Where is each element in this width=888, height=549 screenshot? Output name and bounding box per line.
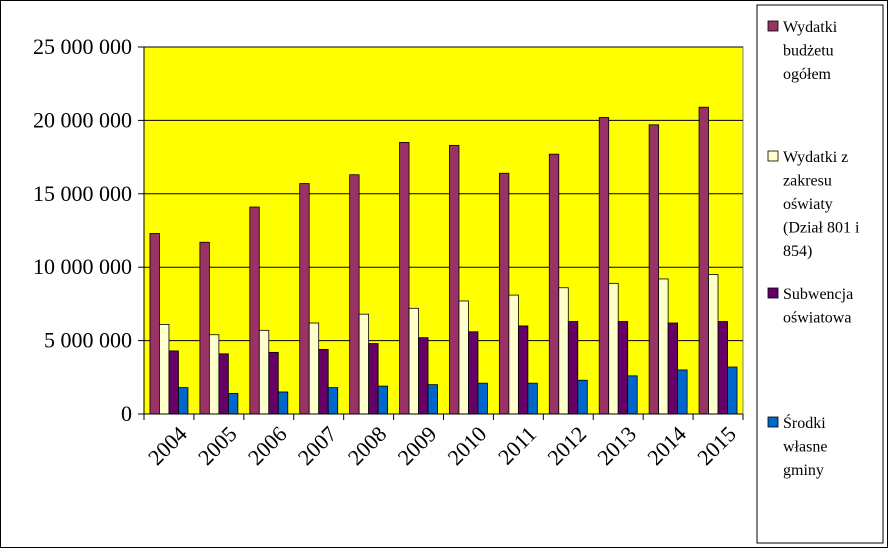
x-tick-label: 2007 <box>293 421 342 470</box>
x-tick-label: 2008 <box>343 421 392 470</box>
legend-swatch <box>767 20 779 32</box>
bar-2-2014 <box>658 278 669 415</box>
bar-4-2006 <box>277 391 289 415</box>
x-tick-label: 2004 <box>143 421 192 470</box>
bar-4-2010 <box>477 382 488 415</box>
bar-1-2011 <box>498 172 510 415</box>
bar-2-2006 <box>258 329 270 415</box>
bar-4-2011 <box>527 382 538 415</box>
y-tick-labels: 0 5 000 000 10 000 000 15 000 000 20 000 000… <box>33 34 132 426</box>
legend-label: (Dział 801 i <box>783 220 860 237</box>
legend-swatch <box>767 287 779 299</box>
bar-1-2013 <box>598 117 610 415</box>
plot-area <box>143 46 744 415</box>
y-tick-label: 5 000 000 <box>44 328 132 353</box>
axes <box>143 47 744 420</box>
bar-1-2006 <box>249 206 260 415</box>
legend-label: oświatowa <box>783 310 851 327</box>
x-tick-label: 2006 <box>243 421 292 470</box>
x-tick-label: 2015 <box>692 421 741 470</box>
x-tick-labels: 2004 2005 2006 2007 2008 2009 2010 2011 2012 2013… <box>143 421 741 470</box>
x-tick-label: 2010 <box>443 421 492 470</box>
bar-4-2015 <box>727 366 738 415</box>
x-tick-label: 2013 <box>592 421 641 470</box>
bar-4-2005 <box>227 393 239 415</box>
bar-2-2005 <box>208 334 220 415</box>
legend-label: Wydatki <box>783 19 838 36</box>
legend-label: budżetu <box>783 43 834 60</box>
legend-label: Środki <box>783 413 826 432</box>
bar-3-2005 <box>218 353 229 415</box>
bar-4-2009 <box>427 384 438 415</box>
bar-1-2007 <box>299 183 310 415</box>
legend-label: gminy <box>783 462 824 479</box>
x-tick-label: 2005 <box>193 421 242 470</box>
bar-3-2012 <box>567 321 579 415</box>
bar-3-2006 <box>268 351 279 415</box>
bar-1-2012 <box>548 153 560 415</box>
bar-1-2008 <box>349 174 360 415</box>
x-tick-label: 2012 <box>542 421 591 470</box>
legend-label: oświaty <box>783 196 833 213</box>
bar-4-2007 <box>327 387 339 415</box>
bars <box>149 106 738 415</box>
legend-label: własne <box>783 439 827 456</box>
bar-3-2010 <box>468 331 479 415</box>
legend-label: ogółem <box>783 66 832 83</box>
x-tick-label: 2011 <box>493 421 541 469</box>
bar-2-2009 <box>408 307 419 415</box>
bar-3-2011 <box>517 325 529 415</box>
bar-3-2014 <box>667 322 679 415</box>
legend-swatch <box>767 150 779 162</box>
bar-2-2004 <box>159 324 170 415</box>
bar-3-2008 <box>368 343 379 415</box>
legend-box <box>756 4 884 544</box>
bar-1-2015 <box>698 106 709 415</box>
bar-2-2007 <box>308 322 320 415</box>
x-tick-label: 2014 <box>642 421 691 470</box>
y-tick-label: 15 000 000 <box>33 181 132 206</box>
y-tick-label: 25 000 000 <box>33 34 132 59</box>
bar-3-2007 <box>318 349 329 415</box>
x-tick-label: 2009 <box>393 421 442 470</box>
bar-2-2013 <box>608 282 619 415</box>
y-tick-label: 20 000 000 <box>33 107 132 132</box>
y-tick-label: 0 <box>121 401 132 426</box>
bar-3-2009 <box>418 337 429 415</box>
bar-1-2009 <box>399 142 410 415</box>
bar-1-2004 <box>149 233 160 415</box>
bar-4-2014 <box>677 369 688 415</box>
legend: Wydatki budżetu ogółem Wydatki z zakresu oświ… <box>756 4 884 544</box>
bar-2-2011 <box>508 294 519 415</box>
bar-2-2015 <box>708 274 719 415</box>
bar-3-2015 <box>717 321 728 415</box>
gridlines <box>138 46 743 415</box>
bar-2-2008 <box>358 313 370 415</box>
bar-4-2012 <box>577 379 588 415</box>
bar-1-2005 <box>199 241 210 415</box>
legend-label: zakresu <box>783 173 832 190</box>
bar-3-2004 <box>168 350 179 415</box>
y-tick-label: 10 000 000 <box>33 254 132 279</box>
legend-label: Wydatki z <box>783 149 848 166</box>
bar-1-2010 <box>449 144 460 415</box>
bar-2-2010 <box>458 300 469 415</box>
bar-3-2013 <box>617 321 629 415</box>
legend-label: Subwencja <box>783 286 853 303</box>
bar-4-2008 <box>377 385 389 415</box>
bar-4-2004 <box>178 387 189 415</box>
legend-label: 854) <box>783 243 812 260</box>
bar-1-2014 <box>648 124 660 415</box>
bar-2-2012 <box>558 287 569 415</box>
legend-swatch <box>767 416 779 428</box>
bar-4-2013 <box>627 375 638 415</box>
